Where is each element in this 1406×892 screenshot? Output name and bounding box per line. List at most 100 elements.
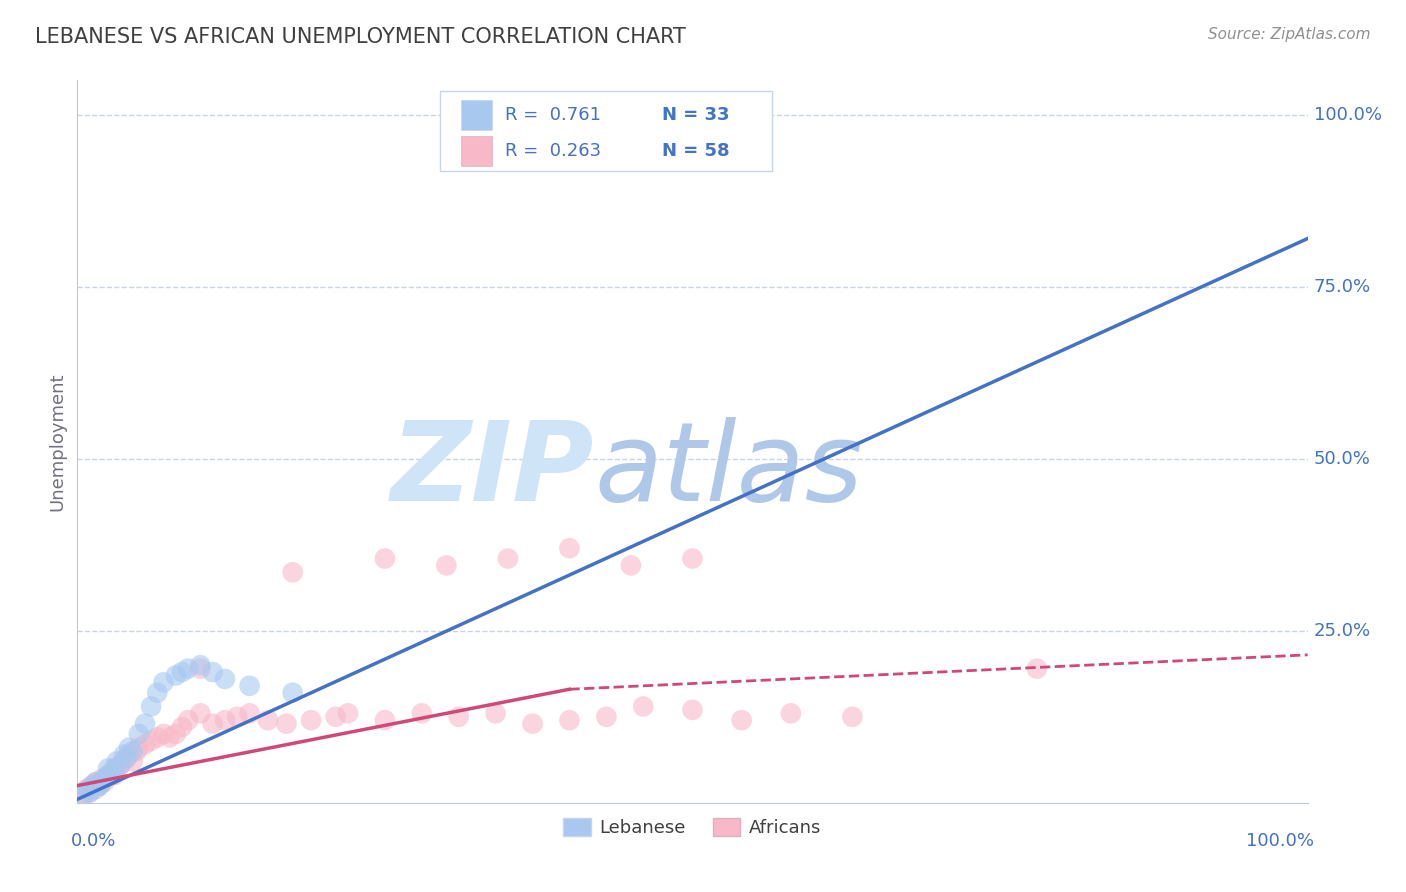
Point (177, 713, 200, 727)
Point (146, 686, 169, 700)
Point (89, 779, 111, 793)
Point (337, 706, 360, 721)
Point (276, 716, 298, 731)
Text: ZIP: ZIP (391, 417, 595, 524)
Point (239, 706, 262, 721)
Point (105, 761, 128, 775)
Bar (461, 136, 492, 166)
Text: LEBANESE VS AFRICAN UNEMPLOYMENT CORRELATION CHART: LEBANESE VS AFRICAN UNEMPLOYMENT CORRELA… (35, 27, 686, 46)
Point (165, 727, 187, 741)
Text: 0.0%: 0.0% (72, 831, 117, 850)
Point (90, 775, 114, 789)
Text: 100.0%: 100.0% (1313, 105, 1382, 124)
Point (101, 768, 124, 782)
Point (101, 764, 124, 779)
Point (239, 679, 262, 693)
FancyBboxPatch shape (440, 91, 772, 170)
Point (72, 789, 94, 803)
Point (89, 779, 111, 793)
Text: 25.0%: 25.0% (1313, 622, 1371, 640)
Point (134, 737, 156, 751)
Point (595, 710, 617, 724)
Point (93, 772, 115, 786)
Point (558, 541, 581, 556)
Point (90, 772, 114, 786)
Point (125, 744, 148, 758)
Point (731, 713, 754, 727)
Point (841, 710, 863, 724)
Point (97, 761, 120, 775)
Point (134, 716, 156, 731)
Point (110, 758, 132, 772)
Point (84, 782, 107, 797)
Bar (461, 100, 492, 130)
Point (103, 768, 125, 782)
Point (105, 755, 128, 769)
Point (682, 551, 704, 566)
Text: 100.0%: 100.0% (1246, 831, 1313, 850)
Point (281, 686, 304, 700)
Point (97, 768, 120, 782)
Point (103, 761, 125, 775)
Legend: Lebanese, Africans: Lebanese, Africans (557, 811, 828, 845)
Point (633, 699, 655, 714)
Point (226, 710, 249, 724)
Point (84, 775, 107, 789)
Text: R =  0.263: R = 0.263 (506, 142, 602, 160)
Point (76, 782, 98, 797)
Point (141, 734, 163, 748)
Point (325, 710, 347, 724)
Point (201, 716, 224, 731)
Point (159, 731, 181, 745)
Text: 50.0%: 50.0% (1313, 450, 1371, 467)
Point (374, 713, 396, 727)
Point (115, 751, 138, 765)
Point (177, 662, 200, 676)
Text: Source: ZipAtlas.com: Source: ZipAtlas.com (1208, 27, 1371, 42)
Text: atlas: atlas (595, 417, 863, 524)
Point (112, 755, 135, 769)
Point (496, 551, 519, 566)
Point (165, 668, 187, 682)
Point (79, 785, 101, 799)
Point (110, 758, 132, 772)
Text: N = 58: N = 58 (662, 142, 730, 160)
Point (170, 720, 193, 734)
Text: N = 33: N = 33 (662, 106, 730, 124)
Point (84, 775, 107, 789)
Point (522, 716, 544, 731)
Point (281, 566, 304, 580)
Point (214, 672, 236, 686)
Point (257, 713, 280, 727)
Point (97, 768, 120, 782)
Point (121, 744, 143, 758)
Point (780, 706, 803, 721)
Point (201, 665, 224, 679)
Point (436, 558, 458, 573)
Point (299, 713, 322, 727)
Point (152, 727, 174, 741)
Point (706, 108, 728, 122)
Point (485, 706, 508, 721)
Point (1026, 662, 1049, 676)
Text: R =  0.761: R = 0.761 (506, 106, 602, 124)
Point (682, 703, 704, 717)
Point (411, 706, 433, 721)
Point (188, 658, 212, 673)
Point (118, 747, 141, 762)
Point (72, 789, 94, 803)
Point (79, 785, 101, 799)
Point (188, 706, 212, 721)
Point (447, 710, 470, 724)
Point (146, 731, 169, 745)
Text: 75.0%: 75.0% (1313, 277, 1371, 296)
Point (128, 740, 150, 755)
Point (76, 782, 98, 797)
Point (82, 779, 104, 793)
Point (374, 551, 396, 566)
Point (128, 727, 150, 741)
Point (118, 740, 141, 755)
Point (82, 779, 104, 793)
Point (141, 699, 163, 714)
Point (214, 713, 236, 727)
